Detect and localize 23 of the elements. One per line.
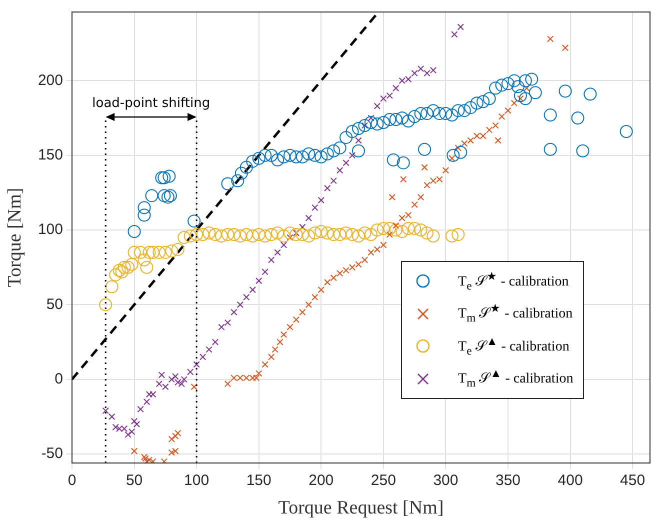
x-tick-label: 400 xyxy=(558,472,583,490)
legend-label: T$_{m}$ 𝒮$^{★}$ - calibration xyxy=(458,301,573,327)
legend-label: T$_{m}$ 𝒮$^{▲}$ - calibration xyxy=(458,366,574,392)
legend-label: T$_{e}$ 𝒮$^{★}$ - calibration xyxy=(458,269,569,294)
y-tick-label: 150 xyxy=(38,146,63,164)
y-tick-label: -50 xyxy=(41,445,63,462)
x-tick-label: 200 xyxy=(308,472,334,490)
x-axis-title: Torque Request [Nm] xyxy=(278,498,444,519)
x-tick-label: 250 xyxy=(370,472,396,490)
y-tick-label: 0 xyxy=(54,370,63,388)
y-tick-label: 50 xyxy=(46,296,63,313)
legend-label: T$_{e}$ 𝒮$^{▲}$ - calibration xyxy=(458,334,570,360)
x-tick-label: 350 xyxy=(495,472,521,490)
y-tick-label: 100 xyxy=(38,221,63,238)
x-tick-label: 100 xyxy=(184,472,210,490)
x-tick-label: 50 xyxy=(126,472,143,490)
x-tick-label: 300 xyxy=(433,472,458,490)
x-tick-label: 450 xyxy=(620,472,646,490)
y-tick-label: 200 xyxy=(38,72,63,89)
annotation: load-point shifting xyxy=(92,96,210,111)
x-tick-label: 0 xyxy=(68,472,76,490)
y-axis-title: Torque [Nm] xyxy=(4,188,26,288)
x-tick-label: 150 xyxy=(246,472,272,490)
